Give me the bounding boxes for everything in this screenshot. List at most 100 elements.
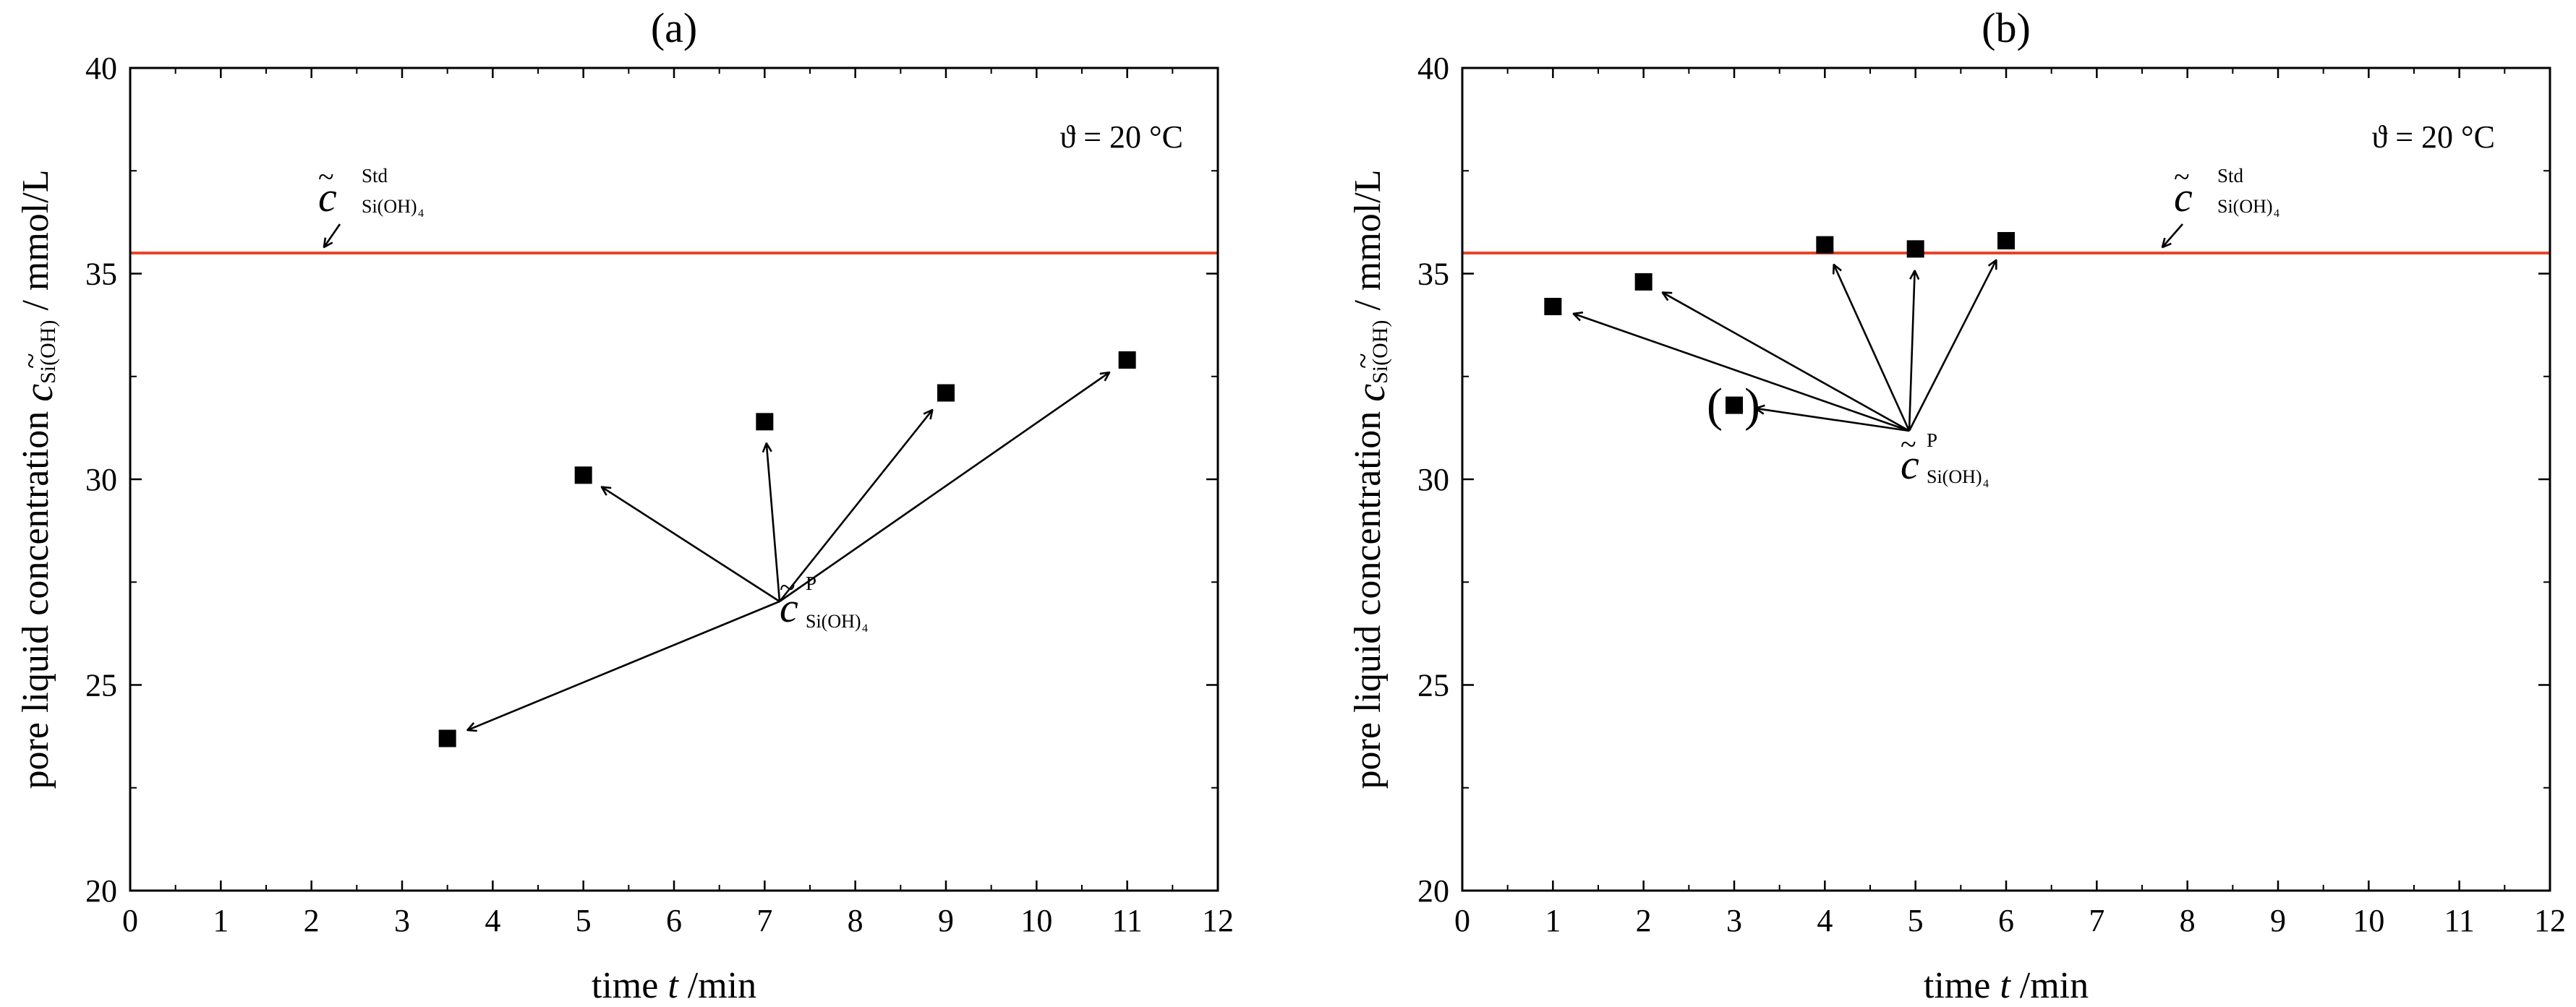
y-tick-label: 20 [1417, 873, 1449, 909]
std-sup-a: Std [362, 165, 388, 187]
data-point [1997, 231, 2015, 249]
point-arrow [1574, 314, 1910, 432]
y-tick-label: 40 [1417, 51, 1449, 86]
plot-area-b [1461, 67, 2551, 892]
point-arrow [779, 372, 1109, 603]
x-tick-label: 6 [1998, 903, 2014, 938]
y-axis-tilde-a: ~ [14, 353, 47, 369]
x-tick-label: 4 [1817, 903, 1833, 938]
p-label-b: ~ c P Si(OH) 4 [1901, 428, 1989, 490]
std-arrow-b [2162, 223, 2183, 247]
y-axis-label-b: pore liquid concentration cSi(OH) / mmol… [1347, 170, 1394, 789]
x-tick-label: 7 [756, 903, 772, 938]
point-arrows-b [1574, 260, 1997, 432]
y-tick-label: 35 [1417, 257, 1449, 292]
data-point [1118, 351, 1136, 369]
x-tick-label: 9 [938, 903, 954, 938]
point-arrows-a [467, 372, 1109, 730]
x-tick-label: 11 [2444, 903, 2474, 938]
p-label-a: ~ c P Si(OH) 4 [780, 571, 868, 635]
x-tick-label: 2 [304, 903, 320, 938]
p-symbol-b: c [1901, 441, 1919, 488]
svg-text:~: ~ [2174, 160, 2190, 193]
x-tick-label: 0 [122, 903, 138, 938]
x-axis-label-b: time t /min [1924, 965, 2089, 1006]
x-tick-label: 3 [1726, 903, 1742, 938]
point-arrow [1756, 408, 1910, 432]
std-label-b: ~ c Std Si(OH) 4 [2174, 160, 2279, 220]
y-tick-label: 35 [85, 257, 117, 292]
data-point [1726, 396, 1743, 414]
x-tick-label: 4 [485, 903, 500, 938]
data-point [574, 466, 592, 484]
data-point [1544, 298, 1562, 316]
y-tick-label: 40 [85, 51, 117, 86]
y-ticks-a: 20 25 30 35 40 [85, 51, 1218, 909]
x-tick-label: 12 [2534, 903, 2566, 938]
p-sub-b: Si(OH) [1927, 466, 1982, 487]
y-tick-label: 25 [85, 668, 117, 703]
svg-text:~: ~ [318, 160, 334, 193]
p-sub-index-a: 4 [862, 622, 868, 635]
x-tick-label: 5 [1908, 903, 1924, 938]
x-axis-label-a: time t /min [592, 965, 756, 1006]
point-arrow [1908, 260, 1996, 432]
excluded-open-paren: ( [1707, 379, 1723, 432]
p-sup-b: P [1927, 429, 1937, 451]
excluded-close-paren: ) [1744, 379, 1760, 432]
point-arrow [1663, 293, 1910, 432]
x-tick-label: 5 [576, 903, 592, 938]
data-point [438, 729, 456, 747]
data-points-a [438, 351, 1136, 747]
panel-b-title: (b) [1982, 4, 2031, 51]
data-point [937, 384, 955, 402]
x-tick-label: 1 [213, 903, 229, 938]
x-tick-label: 8 [2180, 903, 2196, 938]
std-label-a: ~ c Std Si(OH) 4 [318, 160, 424, 220]
y-ticks-b: 20 25 30 35 40 [1417, 51, 2550, 909]
x-tick-label: 3 [394, 903, 410, 938]
x-tick-label: 8 [848, 903, 863, 938]
data-point [1816, 236, 1834, 254]
x-tick-label: 10 [1020, 903, 1052, 938]
point-arrow [1834, 265, 1911, 432]
std-symbol-b: c [2174, 173, 2193, 220]
y-tick-label: 30 [85, 462, 117, 497]
x-tick-label: 12 [1202, 903, 1234, 938]
x-tick-label: 7 [2089, 903, 2104, 938]
data-point [1634, 273, 1652, 291]
x-tick-label: 2 [1636, 903, 1652, 938]
x-tick-label: 1 [1545, 903, 1561, 938]
p-symbol-a: c [780, 584, 798, 631]
temperature-label-b: ϑ = 20 °C [2371, 119, 2495, 155]
point-arrow [1908, 270, 1915, 432]
std-sub-index-a: 4 [418, 207, 424, 220]
y-tick-label: 20 [85, 873, 117, 909]
point-arrow [467, 600, 780, 730]
x-ticks-a: 0 1 2 3 4 5 6 7 8 9 10 11 12 [122, 68, 1234, 938]
y-tick-label: 30 [1417, 462, 1449, 497]
std-arrow-a [324, 223, 341, 247]
data-point [1906, 240, 1924, 258]
p-sub-index-b: 4 [1983, 478, 1989, 490]
x-tick-label: 10 [2353, 903, 2384, 938]
y-axis-tilde-b: ~ [1347, 353, 1379, 369]
y-axis-label-a: pore liquid concentration cSi(OH) / mmol… [15, 170, 61, 789]
p-sub-a: Si(OH) [806, 611, 861, 632]
temperature-label-a: ϑ = 20 °C [1059, 119, 1183, 155]
std-sub-b: Si(OH) [2217, 196, 2273, 217]
svg-text:~: ~ [1901, 428, 1916, 460]
x-tick-label: 9 [2270, 903, 2286, 938]
std-sub-index-b: 4 [2274, 207, 2279, 220]
x-tick-label: 0 [1454, 903, 1470, 938]
std-sub-a: Si(OH) [362, 196, 417, 217]
std-symbol-a: c [318, 173, 337, 220]
y-tick-label: 25 [1417, 668, 1449, 703]
panel-a-title: (a) [651, 4, 697, 51]
data-points-b [1544, 231, 2015, 414]
plot-area-a [129, 67, 1219, 892]
std-sup-b: Std [2217, 165, 2244, 187]
point-arrow [767, 443, 781, 602]
